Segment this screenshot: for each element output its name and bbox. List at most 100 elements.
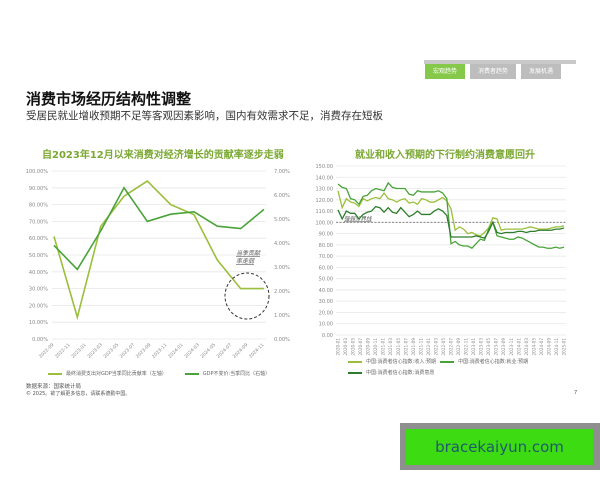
y-right-tick: 0.00% <box>274 337 290 343</box>
x-tick: 2022-11 <box>464 338 469 356</box>
x-tick: 2024-03 <box>524 338 529 356</box>
x-tick: 2024-11 <box>554 338 559 356</box>
x-tick: 2022-01 <box>426 338 431 356</box>
y-left-tick: 90.00% <box>29 186 48 192</box>
x-tick: 2023-05 <box>486 338 491 356</box>
x-tick: 2021-07 <box>403 338 408 356</box>
tab-bar-strip <box>424 60 576 64</box>
x-tick: 2024-01 <box>516 338 521 356</box>
tab-macro-trends[interactable]: 宏观趋势 <box>425 64 466 79</box>
y-tick: 80.00 <box>319 243 333 249</box>
x-tick: 2024-09 <box>546 338 551 356</box>
page-title: 消费市场经历结构性调整 <box>26 90 192 108</box>
x-tick: 2024-07 <box>539 338 544 356</box>
consumption-willingness-line <box>337 205 565 239</box>
y-left-tick: 70.00% <box>29 219 48 225</box>
left-chart-title: 自2023年12月以来消费对经济增长的贡献率逐步走弱 <box>42 150 284 161</box>
y-right-tick: 2.00% <box>274 289 290 295</box>
legend-label-consumption: 最终消费支出对GDP当季同比贡献率（左轴） <box>66 371 167 377</box>
x-tick: 2020-01 <box>336 338 341 356</box>
annotation-line2: 率走弱 <box>236 257 255 265</box>
x-tick: 2023-03 <box>86 342 104 360</box>
y-right-tick: 3.00% <box>274 265 290 271</box>
y-left-tick: 80.00% <box>29 203 48 209</box>
x-tick: 2023-01 <box>70 342 88 360</box>
x-tick: 2020-07 <box>358 338 363 356</box>
y-tick: 70.00 <box>319 254 333 260</box>
legend-label-willingness: 中国:消费者信心指数:消费意愿 <box>366 370 435 376</box>
x-tick: 2020-05 <box>351 338 356 356</box>
x-tick: 2021-03 <box>388 338 393 356</box>
watermark-banner: bracekaiyun.com <box>400 423 600 470</box>
copyright: © 2025。欲了解更多信息，请联系德勤中国。 <box>26 391 131 397</box>
legend-label-employment: 中国:消费者信心指数:就业:预期 <box>458 359 529 365</box>
x-tick: 2022-11 <box>54 342 72 360</box>
right-chart-legend-row1: 中国:消费者信心指数:收入:预期 中国:消费者信心指数:就业:预期 <box>348 358 528 365</box>
tab-consumer-trends[interactable]: 消费者趋势 <box>470 64 517 79</box>
x-tick: 2023-11 <box>509 338 514 356</box>
x-tick: 2024-01 <box>167 342 185 360</box>
x-tick: 2023-09 <box>135 342 153 360</box>
y-right-tick: 7.00% <box>274 169 290 175</box>
legend-swatch-employment <box>440 360 455 363</box>
right-chart: 0.00 10.00 20.00 30.00 40.00 50.00 60.00 70.00 8… <box>316 164 567 356</box>
x-tick: 2022-09 <box>456 338 461 356</box>
x-tick: 2022-07 <box>449 338 454 356</box>
x-tick: 2023-11 <box>151 342 169 360</box>
x-tick: 2023-05 <box>102 342 120 360</box>
x-tick: 2024-05 <box>531 338 536 356</box>
legend-swatch-consumption <box>48 372 62 375</box>
section-tabs: 宏观趋势 消费者趋势 发展机遇 <box>425 64 562 79</box>
x-tick: 2024-11 <box>248 342 266 360</box>
y-tick: 60.00 <box>319 265 333 271</box>
annotation-line1: 当季贡献 <box>236 249 261 257</box>
x-tick: 2023-07 <box>494 338 499 356</box>
y-tick: 90.00 <box>319 232 333 238</box>
legend-label-gdp: GDP不变价:当季同比（右轴） <box>202 371 271 377</box>
watermark-text: bracekaiyun.com <box>406 429 593 465</box>
legend-label-income: 中国:消费者信心指数:收入:预期 <box>366 359 437 365</box>
x-tick: 2025-01 <box>562 338 567 356</box>
y-tick: 140.00 <box>316 175 334 181</box>
x-tick: 2021-11 <box>418 338 423 356</box>
legend-swatch-income <box>348 360 362 363</box>
y-tick: 40.00 <box>319 288 333 294</box>
x-tick: 2021-01 <box>381 338 386 356</box>
y-right-tick: 6.00% <box>274 193 290 199</box>
y-tick: 150.00 <box>316 164 334 170</box>
x-tick: 2024-03 <box>183 342 201 360</box>
y-right-tick: 1.00% <box>274 313 290 319</box>
y-left-tick: 60.00% <box>29 236 48 242</box>
right-chart-title: 就业和收入预期的下行制约消费意愿回升 <box>355 150 535 161</box>
legend-swatch-willingness <box>348 371 362 374</box>
x-tick: 2020-11 <box>373 338 378 356</box>
tab-opportunities[interactable]: 发展机遇 <box>521 64 562 79</box>
page-subtitle: 受居民就业增收预期不足等客观因素影响，国内有效需求不足，消费存在短板 <box>26 110 383 122</box>
page-number: 7 <box>574 390 578 396</box>
x-tick: 2020-03 <box>343 338 348 356</box>
y-right-tick: 5.00% <box>274 217 290 223</box>
y-tick: 30.00 <box>319 299 333 305</box>
y-tick: 50.00 <box>319 277 333 283</box>
y-tick: 20.00 <box>319 310 333 316</box>
y-tick: 130.00 <box>316 187 334 193</box>
employment-expectation-line <box>337 181 565 250</box>
income-expectation-line <box>337 190 565 237</box>
left-chart: 0.00% 10.00% 20.00% 30.00% 40.00% 50.00% 60.00… <box>26 169 290 360</box>
x-tick: 2024-09 <box>232 342 250 360</box>
consumption-contribution-line <box>53 180 264 321</box>
x-tick: 2023-03 <box>479 338 484 356</box>
y-left-tick: 0.00% <box>32 337 48 343</box>
x-tick: 2024-07 <box>216 342 234 360</box>
y-tick: 0.00 <box>322 333 333 339</box>
y-right-tick: 4.00% <box>274 241 290 247</box>
y-tick: 110.00 <box>316 209 334 215</box>
x-tick: 2023-01 <box>471 338 476 356</box>
x-tick: 2022-03 <box>433 338 438 356</box>
gdp-growth-line <box>53 186 265 271</box>
x-tick: 2022-09 <box>38 342 56 360</box>
data-source: 数据来源：国家统计局 <box>26 384 82 390</box>
x-tick: 2023-09 <box>501 338 506 356</box>
reference-line-label: 强弱分界线 <box>344 215 372 222</box>
y-left-tick: 20.00% <box>29 303 48 309</box>
